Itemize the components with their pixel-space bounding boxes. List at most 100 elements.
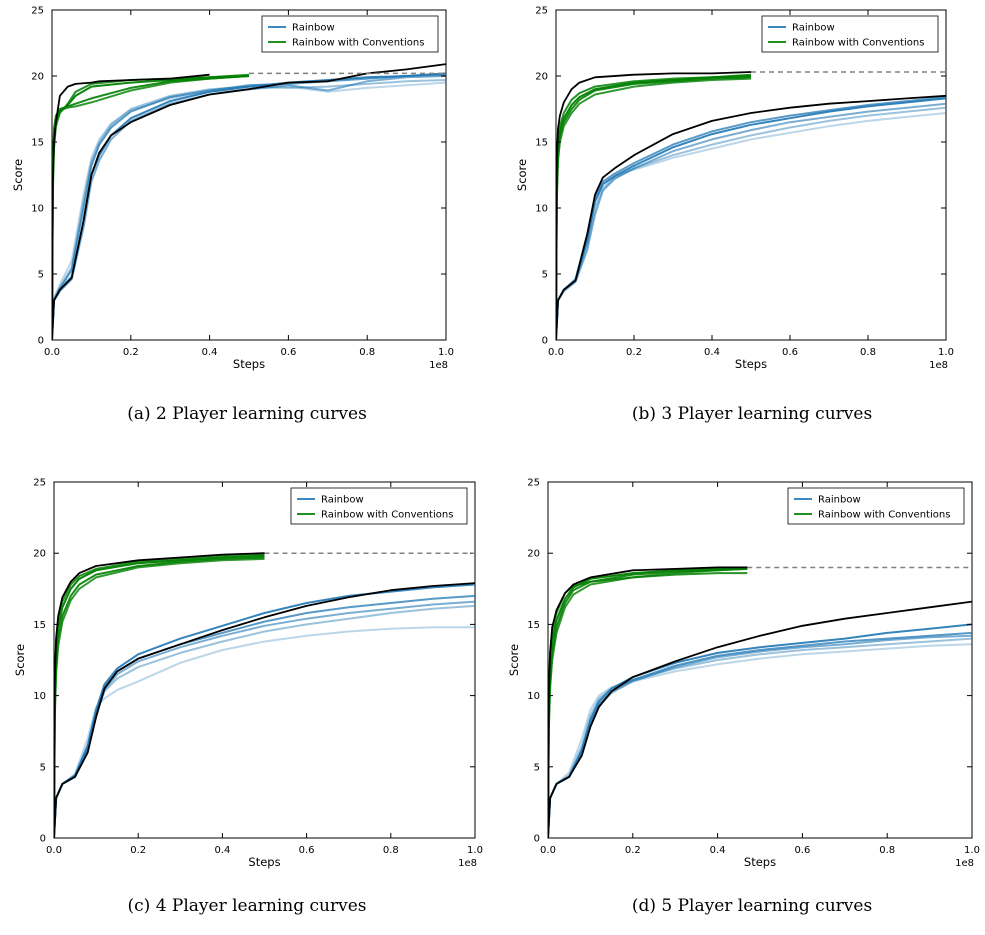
y-tick-label: 20 [535, 72, 548, 83]
series-line-rainbow-4 [548, 643, 972, 838]
series-group [52, 63, 446, 340]
series-line-best-9 [556, 71, 752, 340]
y-tick-label: 5 [534, 762, 540, 773]
y-tick-label: 25 [527, 478, 540, 489]
x-tick-label: 1.0 [964, 845, 980, 856]
y-tick-label: 25 [33, 478, 46, 489]
y-tick-label: 10 [535, 204, 548, 215]
legend-entry-label: Rainbow [818, 495, 861, 506]
legend-box [261, 15, 439, 53]
x-tick-label: 0.2 [626, 347, 642, 358]
y-tick-label: 15 [31, 138, 44, 149]
y-tick-label: 15 [33, 620, 46, 631]
y-tick-label: 20 [33, 549, 46, 560]
y-tick-label: 15 [527, 620, 540, 631]
legend-box [761, 15, 939, 53]
x-tick-label: 0.4 [202, 347, 218, 358]
x-tick-label: 0.8 [860, 347, 876, 358]
x-tick-label: 1.0 [467, 845, 483, 856]
series-line-rainbow-2 [52, 75, 446, 340]
y-tick-label: 20 [31, 72, 44, 83]
series-line-conventions-8 [556, 77, 752, 340]
x-tick-label: 0.6 [280, 347, 296, 358]
legend-entry-label: Rainbow with Conventions [292, 38, 424, 49]
series-line-best-10 [52, 63, 446, 340]
legend-box [787, 487, 965, 525]
series-group [556, 71, 946, 340]
y-axis-label: Score [507, 644, 521, 676]
series-line-rainbow-4 [54, 626, 475, 838]
legend: Rainbow Rainbow with Conventions [290, 487, 468, 525]
chart-panel-a: 0.0 0.2 0.4 0.6 0.8 1.0 0 5 10 15 20 25 1e8 Steps Scor… [11, 6, 454, 372]
series-line-best-10 [54, 582, 475, 838]
series-line-conventions-8 [54, 557, 265, 838]
plot-area [555, 9, 947, 341]
plot-area [547, 481, 973, 839]
x-tick-label: 0.0 [46, 845, 62, 856]
x-tick-label: 0.2 [625, 845, 641, 856]
legend-entry-label: Rainbow [321, 495, 364, 506]
y-tick-label: 5 [542, 270, 548, 281]
x-tick-label: 0.6 [794, 845, 810, 856]
legend-entry-label: Rainbow with Conventions [818, 510, 950, 521]
y-tick-label: 0 [38, 336, 44, 347]
caption-b: (b) 3 Player learning curves [631, 404, 873, 424]
y-axis-label: Score [11, 159, 25, 191]
y-axis-label: Score [13, 644, 27, 676]
y-tick-label: 20 [527, 549, 540, 560]
legend-entry-label: Rainbow with Conventions [792, 38, 924, 49]
series-group [548, 566, 972, 838]
y-tick-label: 10 [31, 204, 44, 215]
series-line-rainbow-4 [52, 81, 446, 340]
x-tick-label: 0.2 [130, 845, 146, 856]
x-tick-label: 0.4 [214, 845, 230, 856]
x-tick-label: 0.0 [44, 347, 60, 358]
series-line-rainbow-3 [52, 79, 446, 340]
y-tick-label: 5 [40, 762, 46, 773]
y-tick-label: 0 [534, 834, 540, 845]
chart-panel-c: 0.0 0.2 0.4 0.6 0.8 1.0 0 5 10 15 20 25 1e8 Steps Scor… [13, 478, 483, 870]
x-tick-label: 1.0 [938, 347, 954, 358]
x-multiplier-label: 1e8 [929, 360, 948, 371]
legend: Rainbow Rainbow with Conventions [261, 15, 439, 53]
caption-a: (a) 2 Player learning curves [127, 404, 367, 424]
legend: Rainbow Rainbow with Conventions [787, 487, 965, 525]
legend-entry-label: Rainbow [792, 23, 835, 34]
y-tick-label: 15 [535, 138, 548, 149]
chart-panel-b: 0.0 0.2 0.4 0.6 0.8 1.0 0 5 10 15 20 25 1e8 Steps Scor… [515, 6, 954, 372]
series-group [54, 552, 475, 838]
x-tick-label: 0.8 [383, 845, 399, 856]
x-tick-label: 0.4 [710, 845, 726, 856]
x-multiplier-label: 1e8 [429, 360, 448, 371]
series-line-rainbow-2 [556, 102, 946, 340]
series-line-rainbow-1 [52, 73, 446, 340]
series-line-best-9 [548, 566, 748, 838]
x-axis-label: Steps [233, 357, 265, 371]
chart-panel-d: 0.0 0.2 0.4 0.6 0.8 1.0 0 5 10 15 20 25 1e8 Steps Scor… [507, 478, 980, 870]
plot-area [53, 481, 476, 839]
x-axis-label: Steps [248, 855, 280, 869]
series-line-best-10 [548, 600, 972, 838]
x-tick-label: 0.4 [704, 347, 720, 358]
x-tick-label: 0.6 [782, 347, 798, 358]
series-line-best-9 [54, 552, 265, 838]
legend-entry-label: Rainbow [292, 23, 335, 34]
y-tick-label: 5 [38, 270, 44, 281]
x-axis-label: Steps [735, 357, 767, 371]
legend: Rainbow Rainbow with Conventions [761, 15, 939, 53]
caption-d: (d) 5 Player learning curves [631, 896, 873, 916]
x-multiplier-label: 1e8 [458, 858, 477, 869]
plot-area [51, 9, 447, 341]
legend-entry-label: Rainbow with Conventions [321, 510, 453, 521]
x-tick-label: 0.6 [299, 845, 315, 856]
x-axis-label: Steps [744, 855, 776, 869]
x-tick-label: 0.2 [123, 347, 139, 358]
y-tick-label: 10 [527, 691, 540, 702]
y-tick-label: 0 [40, 834, 46, 845]
y-axis-label: Score [515, 159, 529, 191]
y-tick-label: 25 [31, 6, 44, 17]
x-tick-label: 0.0 [548, 347, 564, 358]
x-tick-label: 1.0 [438, 347, 454, 358]
caption-c: (c) 4 Player learning curves [127, 896, 367, 916]
